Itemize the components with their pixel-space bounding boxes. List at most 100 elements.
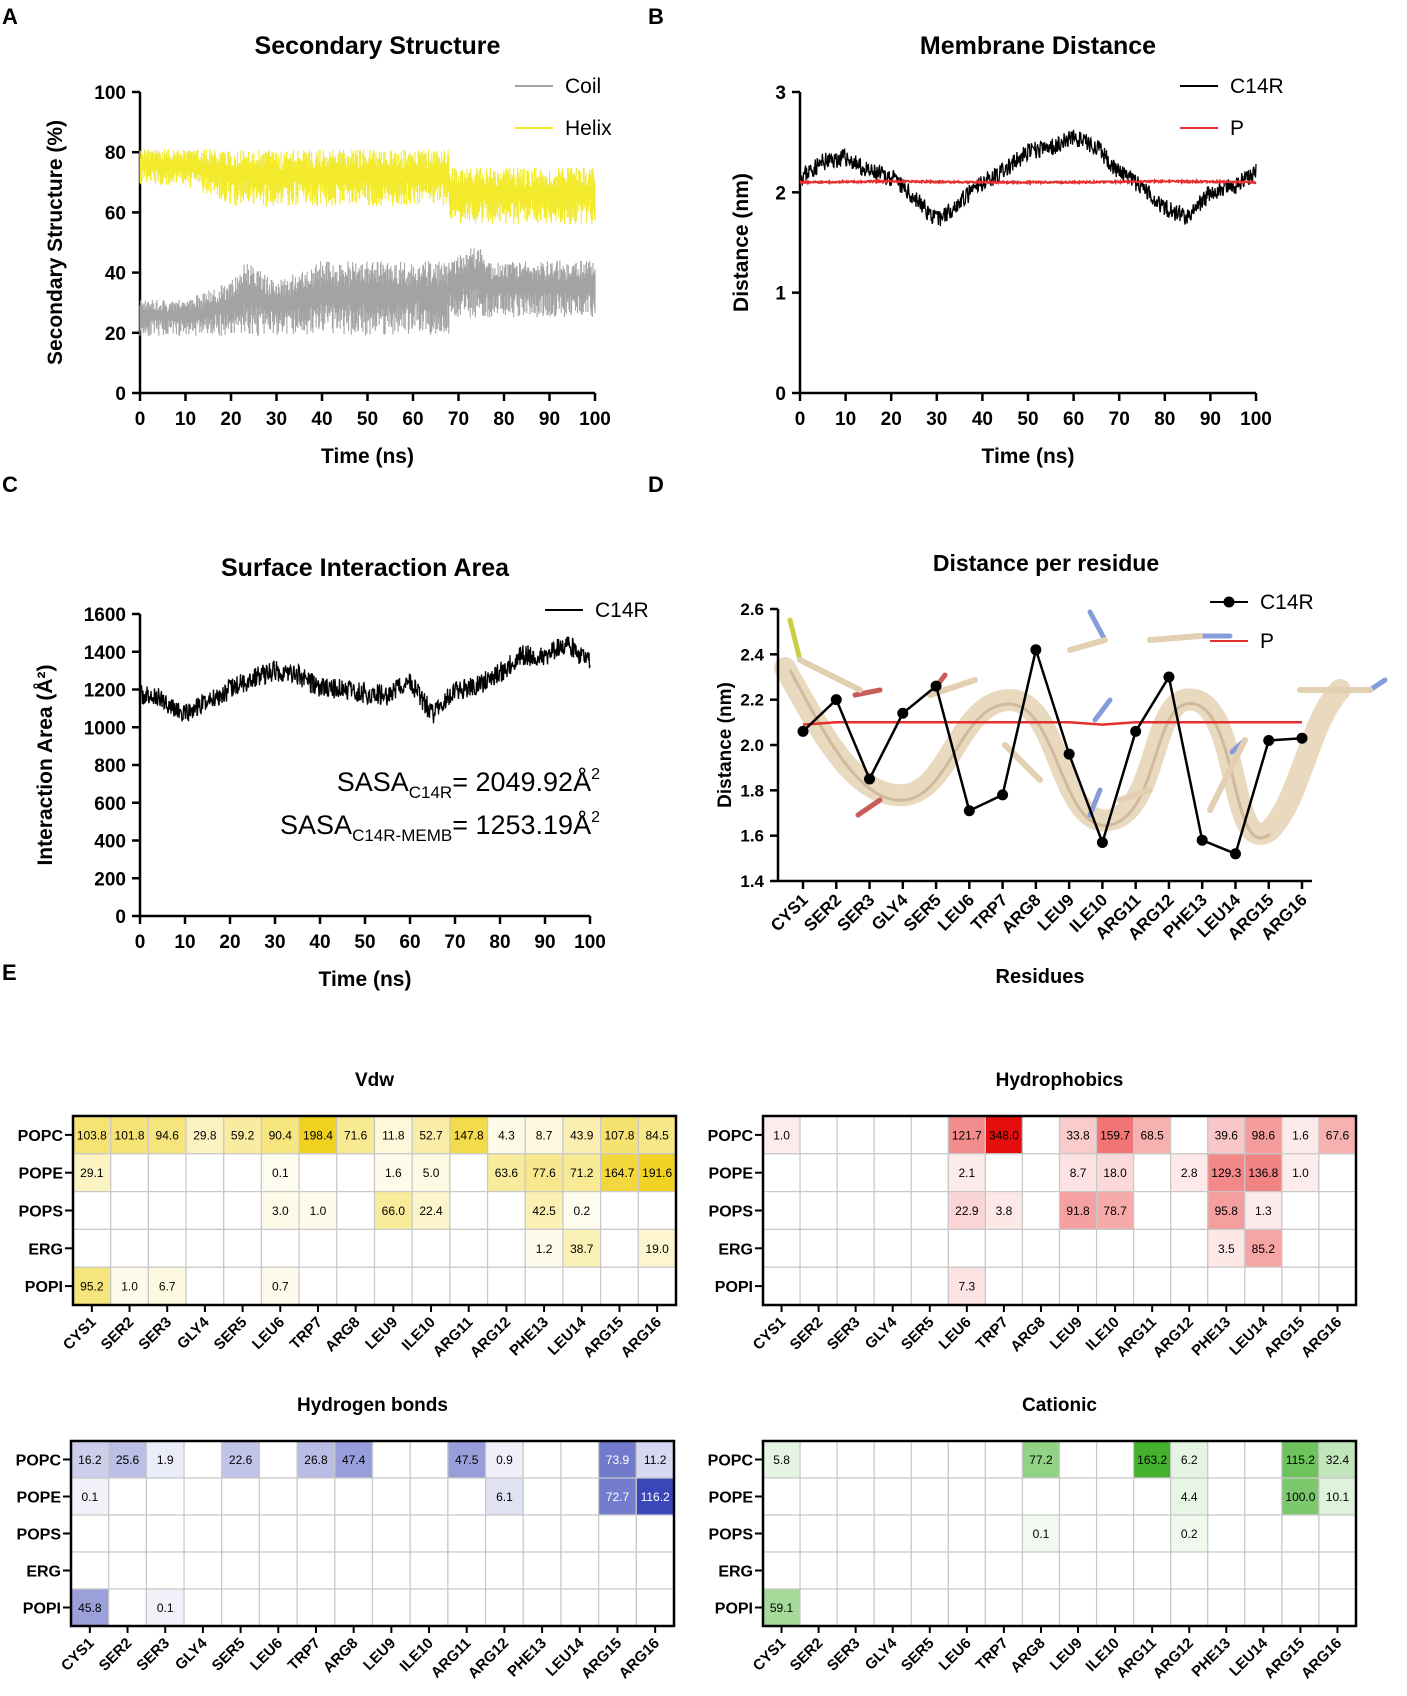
row-label: POPS <box>709 1204 754 1221</box>
heatmap-cell <box>72 1190 112 1230</box>
heatmap-cell <box>873 1228 912 1268</box>
heatmap-cell <box>1133 1266 1172 1306</box>
heatmap-cell <box>799 1190 838 1230</box>
heatmap-cell <box>562 1266 602 1306</box>
heatmap-value: 59.2 <box>231 1128 255 1142</box>
side-chain <box>852 687 883 698</box>
sasa-sup: 2 <box>591 809 600 826</box>
heatmap-cell <box>373 1266 413 1306</box>
heatmap-value: 3.5 <box>1218 1242 1235 1256</box>
heatmap-cell <box>635 1588 675 1627</box>
heatmap-cell <box>1281 1228 1320 1268</box>
heatmap-value: 103.8 <box>77 1128 107 1142</box>
y-axis-label: Distance (nm) <box>715 682 736 808</box>
heatmap-cell <box>183 1477 223 1516</box>
x-tick-label: 70 <box>1109 409 1130 430</box>
heatmap-cell <box>1281 1551 1320 1590</box>
sasa-annotation: SASAC14R-MEMB= 1253.19Å2 <box>280 809 600 845</box>
heatmap-cell <box>947 1153 986 1193</box>
heatmap-cell <box>1095 1588 1135 1627</box>
y-tick-label: 800 <box>94 756 126 777</box>
heatmap-cell <box>1095 1514 1135 1553</box>
heatmap-cell <box>185 1153 225 1193</box>
heatmap-cell <box>910 1115 949 1155</box>
x-tick-label: 40 <box>972 409 993 430</box>
heatmap-cell <box>1318 1588 1357 1627</box>
x-tick-label: 20 <box>219 932 240 953</box>
heatmap-cell <box>334 1514 374 1553</box>
heatmap-cell <box>562 1115 602 1155</box>
heatmap-cell <box>221 1551 261 1590</box>
heatmap-cell <box>334 1477 374 1516</box>
x-tick-label: 20 <box>881 409 902 430</box>
y-tick-label: 600 <box>94 794 126 815</box>
heatmap-value: 2.8 <box>1181 1166 1198 1180</box>
row-label: POPI <box>23 1601 61 1618</box>
heatmap-cell <box>1058 1440 1098 1479</box>
legend-label: P <box>1230 117 1244 140</box>
y-tick-label: 0 <box>775 384 786 405</box>
y-tick-label: 1200 <box>84 681 126 702</box>
heatmap-cell <box>296 1514 336 1553</box>
x-tick-label: 100 <box>1240 409 1272 430</box>
data-point <box>864 773 876 785</box>
heatmap-cell <box>910 1228 949 1268</box>
series-p-line <box>799 177 1257 187</box>
sasa-sup: 2 <box>591 766 600 783</box>
legend-label: C14R <box>1230 75 1284 98</box>
heatmap-cell <box>873 1477 912 1516</box>
heatmap-cell <box>108 1551 147 1590</box>
heatmap-cell <box>336 1190 376 1230</box>
heatmap-cell <box>260 1115 300 1155</box>
heatmap-cell <box>1244 1588 1283 1627</box>
row-label: ERG <box>28 1241 63 1258</box>
heatmap-value: 29.1 <box>80 1166 104 1180</box>
chart-title: Distance per residue <box>933 550 1159 576</box>
heatmap-value: 29.8 <box>193 1128 217 1142</box>
heatmap-cell <box>411 1190 451 1230</box>
heatmap-cell <box>1021 1190 1061 1230</box>
heatmap-cell <box>447 1551 487 1590</box>
heatmap-cell <box>1318 1266 1357 1306</box>
y-tick-label: 200 <box>94 869 126 890</box>
side-chain <box>797 657 863 693</box>
heatmap-cell <box>70 1514 110 1553</box>
y-tick-label: 1600 <box>84 605 126 626</box>
heatmap-value: 22.9 <box>955 1204 979 1218</box>
heatmap-value: 100.0 <box>1285 1490 1315 1504</box>
heatmap-cell <box>560 1551 600 1590</box>
heatmap-cell <box>334 1551 374 1590</box>
y-tick-label: 60 <box>105 203 126 224</box>
heatmap-value: 1.6 <box>385 1166 402 1180</box>
series-c14r-line <box>139 636 591 724</box>
x-tick-label: 50 <box>357 409 378 430</box>
heatmap-cell <box>910 1514 949 1553</box>
x-tick-label: 30 <box>266 409 287 430</box>
heatmap-cell <box>110 1190 149 1230</box>
data-point <box>1296 732 1308 744</box>
row-label: POPC <box>708 1128 754 1145</box>
heatmap-value: 163.2 <box>1137 1453 1167 1467</box>
heatmap-title: Cationic <box>1022 1395 1097 1416</box>
heatmap-frame <box>71 1114 678 1307</box>
series-coil-line <box>139 248 596 336</box>
heatmap-cell <box>873 1440 912 1479</box>
data-point <box>963 805 975 817</box>
heatmap-value: 4.3 <box>498 1128 515 1142</box>
row-label: POPE <box>709 1490 754 1507</box>
heatmap-value: 1.0 <box>773 1128 790 1142</box>
heatmap-cell <box>258 1477 298 1516</box>
heatmap-cell <box>873 1153 912 1193</box>
heatmap-cell <box>762 1228 801 1268</box>
heatmap-cell <box>836 1588 875 1627</box>
data-point <box>1096 836 1108 848</box>
heatmap-value: 3.0 <box>272 1204 289 1218</box>
x-tick-label: 0 <box>135 409 146 430</box>
heatmap-value: 85.2 <box>1252 1242 1276 1256</box>
heatmap-cell <box>449 1266 489 1306</box>
legend-label: Helix <box>565 117 612 140</box>
heatmap-title: Hydrogen bonds <box>297 1395 448 1416</box>
heatmap-cell <box>110 1266 149 1306</box>
heatmap-cell <box>296 1551 336 1590</box>
heatmap-title: Vdw <box>355 1070 394 1091</box>
